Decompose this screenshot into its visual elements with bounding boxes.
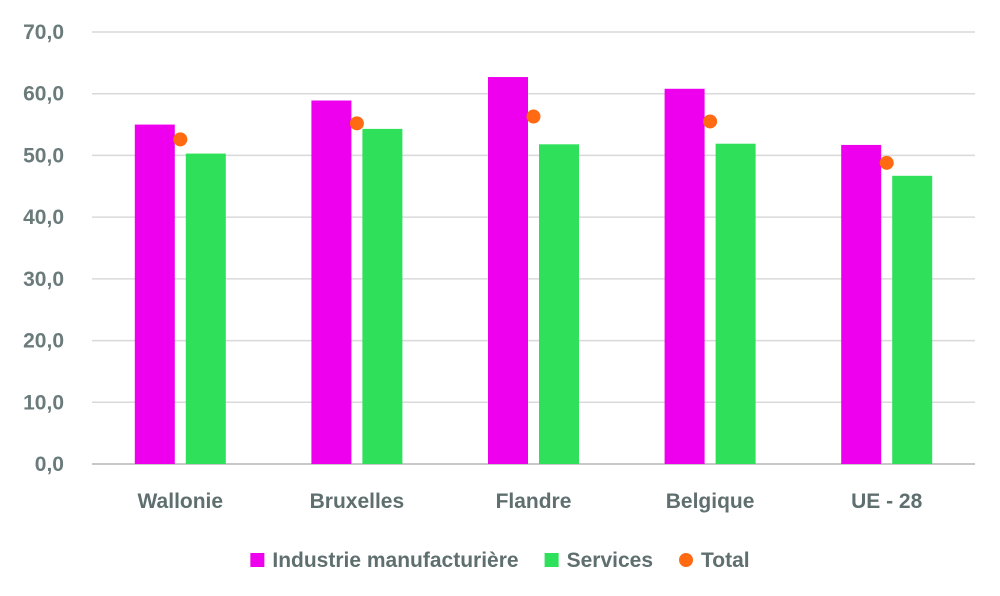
x-tick-label: Belgique [666,490,755,513]
point-total [526,109,541,124]
y-tick-label: 40,0 [23,206,64,229]
y-tick-label: 30,0 [23,268,64,291]
bar-industrie [134,124,175,465]
bar-industrie [488,77,528,465]
bar-industrie [664,88,705,464]
point-total [703,114,718,129]
bar-services [185,153,226,464]
gridlines [92,31,975,465]
x-tick-label: Flandre [496,490,572,513]
legend-label: Total [701,549,750,572]
bar-services [892,175,933,464]
legend: Industrie manufacturière Services Total [250,549,750,572]
legend-item: Total [679,549,750,572]
x-tick-label: UE - 28 [851,490,923,513]
bar-services [362,128,403,465]
y-tick-label: 70,0 [23,21,64,44]
bar-industrie [841,144,882,465]
point-total [879,155,894,170]
y-tick-label: 0,0 [35,453,64,476]
y-axis-ticks: 0,0 10,0 20,0 30,0 40,0 50,0 60,0 70,0 [23,21,64,476]
legend-label: Services [567,549,653,572]
total-points [173,109,894,170]
point-total [173,132,188,147]
bar-services [715,143,756,464]
bars [134,77,933,465]
y-tick-label: 10,0 [23,391,64,414]
legend-label: Industrie manufacturière [272,549,518,572]
x-tick-label: Wallonie [138,490,224,513]
legend-item: Industrie manufacturière [250,549,519,572]
point-total [349,116,364,131]
legend-marker [250,553,265,567]
bar-industrie [311,100,352,464]
y-tick-label: 50,0 [23,144,64,167]
legend-item: Services [544,549,653,572]
x-axis-labels: Wallonie Bruxelles Flandre Belgique UE - 28 [138,490,923,513]
bar-services [539,144,579,464]
legend-marker [679,553,694,567]
x-tick-label: Bruxelles [310,490,405,513]
y-tick-label: 60,0 [23,83,64,106]
y-tick-label: 20,0 [23,330,64,353]
legend-marker [544,553,559,567]
